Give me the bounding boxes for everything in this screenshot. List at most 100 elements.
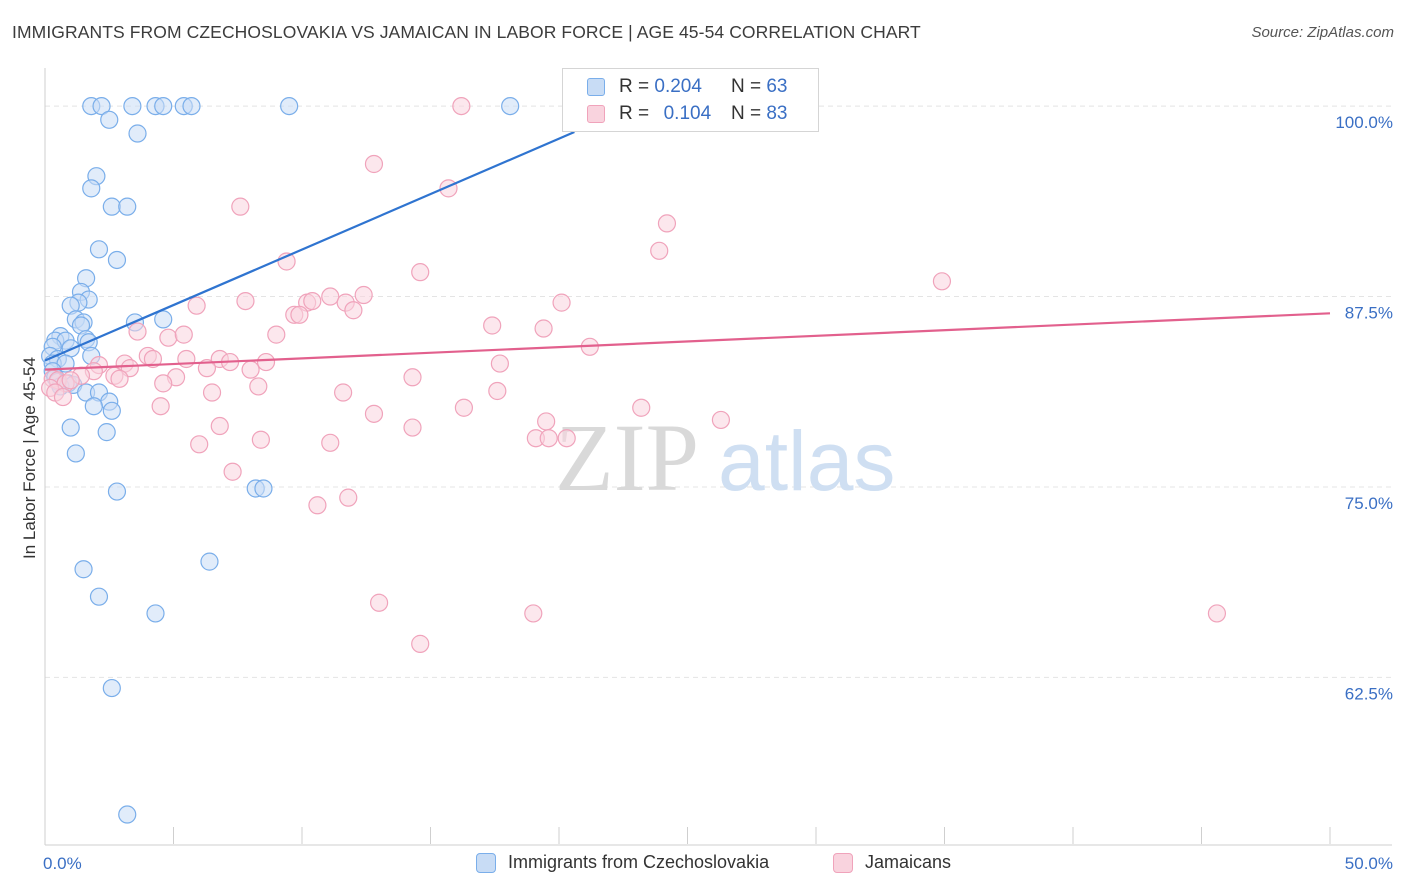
point-jamaicans: [411, 263, 430, 282]
point-czechoslovakia: [182, 96, 201, 116]
watermark: ZIP atlas: [555, 404, 895, 511]
point-czechoslovakia: [82, 179, 101, 198]
stats-legend: R = 0.204 N = 63 R = 0.104 N = 83: [562, 68, 819, 132]
legend-row-jamaicans: R = 0.104 N = 83: [587, 101, 787, 127]
point-jamaicans: [236, 292, 255, 311]
point-czechoslovakia: [100, 110, 119, 129]
legend-r-label: R =: [619, 76, 650, 97]
series-legend-czechoslovakia: Immigrants from Czechoslovakia: [476, 852, 769, 873]
point-jamaicans: [411, 634, 430, 653]
point-jamaicans: [231, 197, 250, 216]
point-czechoslovakia: [92, 96, 111, 116]
point-jamaicans: [539, 429, 558, 448]
point-jamaicans: [128, 322, 147, 341]
watermark-atlas: atlas: [718, 414, 895, 508]
watermark-zip: ZIP: [555, 404, 699, 511]
point-jamaicans: [488, 381, 507, 401]
x-tick-label: 0.0%: [43, 854, 82, 873]
point-jamaicans: [632, 398, 651, 417]
point-jamaicans: [197, 359, 217, 378]
point-jamaicans: [202, 383, 222, 402]
point-czechoslovakia: [254, 479, 273, 498]
point-jamaicans: [241, 360, 260, 379]
point-jamaicans: [1207, 604, 1227, 623]
axes: [44, 68, 1392, 846]
point-czechoslovakia: [61, 418, 80, 437]
point-jamaicans: [267, 325, 286, 344]
point-jamaicans: [454, 398, 474, 417]
point-jamaicans: [177, 349, 196, 369]
point-czechoslovakia: [89, 240, 109, 259]
point-jamaicans: [552, 293, 571, 312]
point-jamaicans: [303, 292, 322, 311]
point-czechoslovakia: [154, 96, 173, 116]
legend-r-label: R =: [619, 103, 650, 124]
point-czechoslovakia: [74, 560, 93, 579]
point-jamaicans: [110, 369, 129, 388]
point-czechoslovakia: [107, 482, 127, 501]
point-czechoslovakia: [118, 805, 137, 824]
series-swatch-blue: [476, 852, 496, 873]
legend-swatch-pink: [587, 105, 605, 123]
point-czechoslovakia: [97, 423, 116, 442]
point-jamaicans: [657, 214, 677, 233]
x-tick-label: 50.0%: [1345, 854, 1393, 873]
series-swatch-pink: [833, 852, 853, 873]
legend-n-value: 83: [766, 103, 788, 124]
legend-n-label: N =: [730, 76, 762, 97]
point-jamaicans: [403, 418, 422, 437]
series-legend: Immigrants from Czechoslovakia Jamaicans: [0, 852, 1406, 878]
point-jamaicans: [151, 397, 170, 416]
source-label: Source: ZipAtlas.com: [1251, 24, 1394, 41]
point-jamaicans: [364, 404, 384, 423]
point-jamaicans: [339, 488, 358, 507]
point-jamaicans: [364, 154, 384, 174]
point-czechoslovakia: [89, 587, 109, 606]
point-jamaicans: [256, 352, 276, 372]
legend-swatch-blue: [587, 78, 605, 96]
point-czechoslovakia: [280, 96, 299, 116]
gridlines: [45, 105, 1392, 678]
point-czechoslovakia: [128, 124, 147, 143]
point-czechoslovakia: [102, 678, 121, 698]
point-czechoslovakia: [118, 197, 137, 216]
y-tick-label: 75.0%: [1345, 494, 1393, 513]
point-jamaicans: [174, 325, 193, 344]
point-jamaicans: [524, 604, 543, 623]
legend-n-label: N =: [730, 103, 762, 124]
series-legend-jamaicans: Jamaicans: [833, 852, 951, 873]
y-tick-label: 100.0%: [1335, 113, 1393, 132]
point-jamaicans: [344, 301, 363, 320]
y-axis-title: In Labor Force | Age 45-54: [20, 357, 39, 559]
point-czechoslovakia: [84, 397, 103, 416]
point-czechoslovakia: [102, 197, 121, 216]
point-jamaicans: [711, 410, 731, 430]
trend-line-czechoslovakia: [44, 130, 575, 362]
legend-n-value: 63: [766, 76, 788, 97]
point-jamaicans: [354, 285, 373, 305]
point-jamaicans: [334, 383, 353, 402]
point-jamaicans: [290, 305, 309, 324]
point-jamaicans: [53, 387, 73, 407]
point-jamaicans: [452, 96, 471, 116]
y-tick-label: 62.5%: [1345, 684, 1393, 703]
point-jamaicans: [251, 430, 270, 449]
point-jamaicans: [61, 371, 80, 390]
point-czechoslovakia: [154, 310, 173, 329]
series-legend-label: Jamaicans: [865, 852, 952, 872]
point-jamaicans: [190, 435, 209, 454]
y-tick-label: 87.5%: [1345, 304, 1393, 323]
point-jamaicans: [650, 241, 669, 260]
point-jamaicans: [534, 319, 553, 338]
series-legend-label: Immigrants from Czechoslovakia: [508, 852, 770, 872]
point-czechoslovakia: [123, 96, 142, 116]
point-czechoslovakia: [501, 96, 520, 116]
point-jamaicans: [321, 287, 340, 306]
point-jamaicans: [143, 349, 163, 369]
point-jamaicans: [308, 496, 327, 515]
point-czechoslovakia: [66, 444, 85, 463]
point-czechoslovakia: [200, 552, 219, 571]
trend-line-jamaicans: [44, 312, 1331, 371]
tick-labels: 100.0% 87.5% 75.0% 62.5% 0.0% 50.0%: [43, 113, 1393, 873]
